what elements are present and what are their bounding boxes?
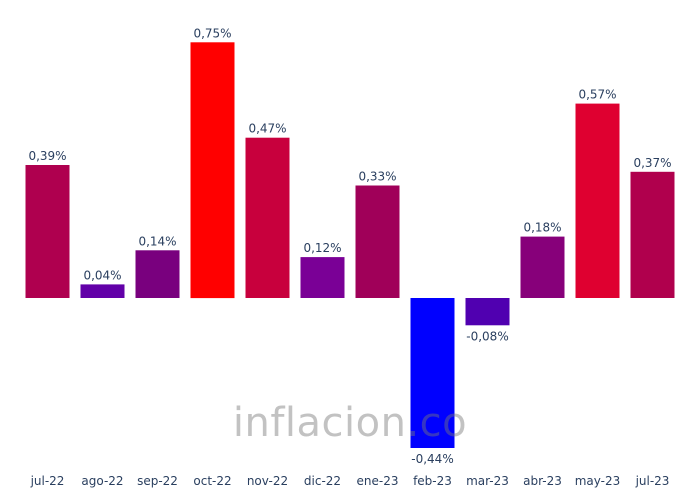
bar-jul-23 [630,171,675,298]
data-label-dic-22: 0,12% [303,241,341,255]
data-label-oct-22: 0,75% [193,26,231,40]
bar-dic-22 [300,257,345,298]
x-axis-ticks: jul-22 ago-22 sep-22 oct-22 nov-22 dic-22 ene-… [30,474,670,488]
bar-sep-22 [135,250,180,298]
bar-may-23 [575,103,620,298]
bar-oct-22 [190,42,235,299]
x-tick-abr-23: abr-23 [523,474,562,488]
data-label-feb-23: -0,44% [411,452,453,466]
bars-layer [25,42,675,448]
bar-ene-23 [355,185,400,298]
data-label-sep-22: 0,14% [138,234,176,248]
data-label-abr-23: 0,18% [523,221,561,235]
data-label-jul-22: 0,39% [28,149,66,163]
x-tick-jul-22: jul-22 [30,474,65,488]
x-tick-sep-22: sep-22 [137,474,178,488]
x-tick-oct-22: oct-22 [193,474,231,488]
x-tick-feb-23: feb-23 [413,474,452,488]
x-tick-ago-22: ago-22 [81,474,123,488]
data-labels-layer: 0,39% 0,04% 0,14% 0,75% 0,47% 0,12% 0,33% -0,44… [28,26,671,466]
data-label-jul-23: 0,37% [633,156,671,170]
bar-abr-23 [520,236,565,298]
bar-ago-22 [80,284,125,298]
data-label-nov-22: 0,47% [248,122,286,136]
bar-jul-22 [25,165,70,298]
data-label-may-23: 0,57% [578,88,616,102]
bar-mar-23 [465,298,510,326]
x-tick-mar-23: mar-23 [466,474,509,488]
bar-feb-23 [410,298,455,448]
x-tick-ene-23: ene-23 [357,474,399,488]
bar-nov-22 [245,137,290,298]
data-label-ene-23: 0,33% [358,170,396,184]
data-label-mar-23: -0,08% [466,329,508,343]
x-tick-dic-22: dic-22 [304,474,341,488]
data-label-ago-22: 0,04% [83,268,121,282]
x-tick-may-23: may-23 [575,474,621,488]
x-tick-nov-22: nov-22 [247,474,288,488]
x-tick-jul-23: jul-23 [635,474,670,488]
